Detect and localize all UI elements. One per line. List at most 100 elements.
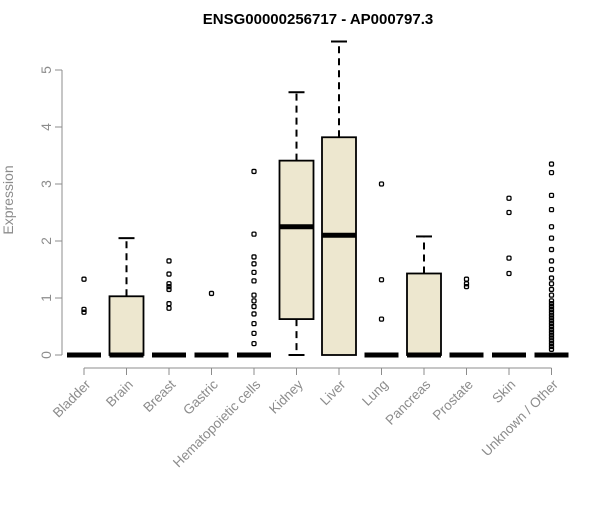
y-tick-label: 5 (38, 66, 54, 74)
outlier-point (548, 169, 555, 176)
outlier-point (548, 281, 555, 287)
outlier-point (548, 329, 555, 335)
outlier-point (506, 255, 512, 261)
outlier-point (548, 161, 555, 167)
outlier-point (251, 278, 257, 284)
outlier-point (548, 323, 555, 330)
box-group (67, 276, 101, 358)
outlier-point (506, 195, 512, 201)
x-tick-label: Pancreas (383, 377, 434, 428)
outlier-point (166, 258, 172, 264)
outlier-point (166, 305, 172, 311)
outlier-point (166, 271, 172, 277)
y-tick-label: 1 (38, 294, 54, 302)
outlier-point (251, 340, 257, 347)
outlier-point (251, 298, 257, 304)
outlier-point (548, 206, 555, 213)
box-group (278, 91, 315, 356)
outlier-point (548, 298, 555, 304)
box-group (321, 40, 357, 356)
outlier-point (251, 254, 257, 260)
outlier-point (548, 235, 555, 241)
y-tick-label: 2 (38, 237, 54, 245)
outlier-point (506, 270, 512, 277)
outlier-point (548, 346, 555, 352)
box-group (534, 161, 569, 358)
outlier-point (251, 330, 257, 336)
x-tick-label: Brain (103, 377, 136, 410)
outlier-point (548, 332, 555, 338)
outlier-point (548, 286, 555, 293)
outlier-point (251, 261, 257, 267)
box-group (492, 195, 526, 358)
y-tick-label: 3 (38, 180, 54, 188)
x-tick-label: Lung (359, 377, 391, 409)
x-tick-label: Unknown / Other (479, 376, 562, 459)
outlier-point (548, 309, 555, 315)
box-group (449, 276, 484, 358)
x-tick-label: Prostate (430, 377, 476, 423)
x-tick-label: Gastric (180, 377, 221, 418)
outlier-point (548, 326, 555, 333)
box-iqr (278, 159, 315, 320)
x-tick-label: Kidney (266, 377, 306, 417)
outlier-point (378, 277, 385, 283)
outlier-point (548, 335, 555, 341)
outlier-point (251, 292, 257, 298)
outlier-point (251, 231, 257, 237)
y-axis: 0 1 2 3 4 5 (38, 66, 63, 359)
box-group (108, 237, 145, 358)
y-axis-label: Expression (0, 165, 16, 234)
outlier-point (251, 320, 257, 327)
box-iqr (406, 272, 442, 356)
outlier-point (463, 281, 470, 287)
y-tick-label: 4 (38, 123, 54, 131)
outlier-point (548, 303, 555, 310)
outlier-point (166, 301, 172, 307)
box-iqr (321, 136, 357, 356)
x-tick-label: Breast (140, 377, 178, 415)
outlier-point (548, 343, 555, 350)
outlier-point (548, 318, 555, 324)
outlier-point (548, 301, 555, 307)
outlier-point (378, 181, 385, 187)
outlier-point (548, 338, 555, 344)
outlier-point (81, 306, 87, 313)
outlier-point (81, 276, 87, 282)
box-iqr (108, 295, 145, 356)
outlier-point (251, 311, 257, 317)
outlier-point (166, 281, 172, 287)
outlier-point (548, 292, 555, 298)
y-tick-label: 0 (38, 351, 54, 359)
outlier-point (548, 320, 555, 327)
outlier-point (463, 283, 470, 290)
x-tick-label: Liver (317, 377, 349, 409)
x-tick-label: Bladder (50, 377, 94, 421)
outlier-point (548, 340, 555, 347)
box-group (237, 168, 271, 358)
box-group (152, 258, 186, 358)
outlier-point (463, 276, 470, 282)
outlier-point (548, 192, 555, 199)
box-group (364, 181, 399, 358)
box-group (194, 290, 229, 358)
chart-title: ENSG00000256717 - AP000797.3 (203, 11, 433, 28)
outlier-point (548, 224, 555, 230)
outlier-point (251, 269, 257, 276)
outlier-point (548, 266, 555, 273)
outlier-point (548, 315, 555, 321)
outlier-point (548, 306, 555, 313)
outlier-point (548, 312, 555, 318)
outlier-point (548, 275, 555, 281)
outlier-point (548, 246, 555, 253)
box-series (67, 40, 569, 358)
box-group (406, 235, 442, 358)
outlier-point (378, 316, 385, 322)
outlier-point (251, 168, 257, 175)
outlier-point (251, 303, 257, 310)
outlier-point (81, 309, 87, 315)
outlier-point (166, 283, 172, 290)
